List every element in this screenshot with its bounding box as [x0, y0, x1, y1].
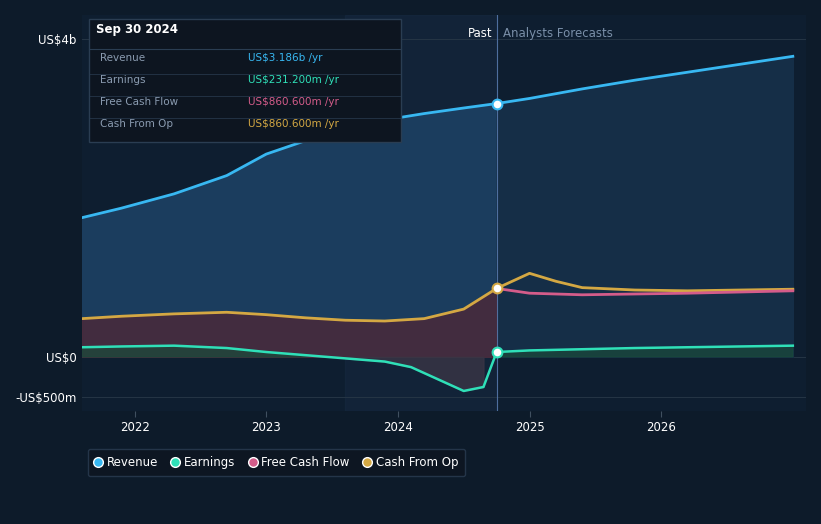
Legend: Revenue, Earnings, Free Cash Flow, Cash From Op: Revenue, Earnings, Free Cash Flow, Cash …	[88, 449, 466, 476]
Text: US$3.186b /yr: US$3.186b /yr	[249, 52, 323, 62]
Text: Analysts Forecasts: Analysts Forecasts	[503, 27, 613, 40]
Text: US$231.200m /yr: US$231.200m /yr	[249, 75, 339, 85]
Text: US$860.600m /yr: US$860.600m /yr	[249, 97, 339, 107]
Bar	[345, 15, 497, 411]
Text: Free Cash Flow: Free Cash Flow	[100, 97, 178, 107]
Text: Revenue: Revenue	[100, 52, 145, 62]
Text: Past: Past	[468, 27, 493, 40]
Text: US$860.600m /yr: US$860.600m /yr	[249, 119, 339, 129]
Text: Earnings: Earnings	[100, 75, 145, 85]
FancyBboxPatch shape	[89, 19, 401, 141]
Text: Cash From Op: Cash From Op	[100, 119, 173, 129]
Text: Sep 30 2024: Sep 30 2024	[96, 23, 178, 36]
